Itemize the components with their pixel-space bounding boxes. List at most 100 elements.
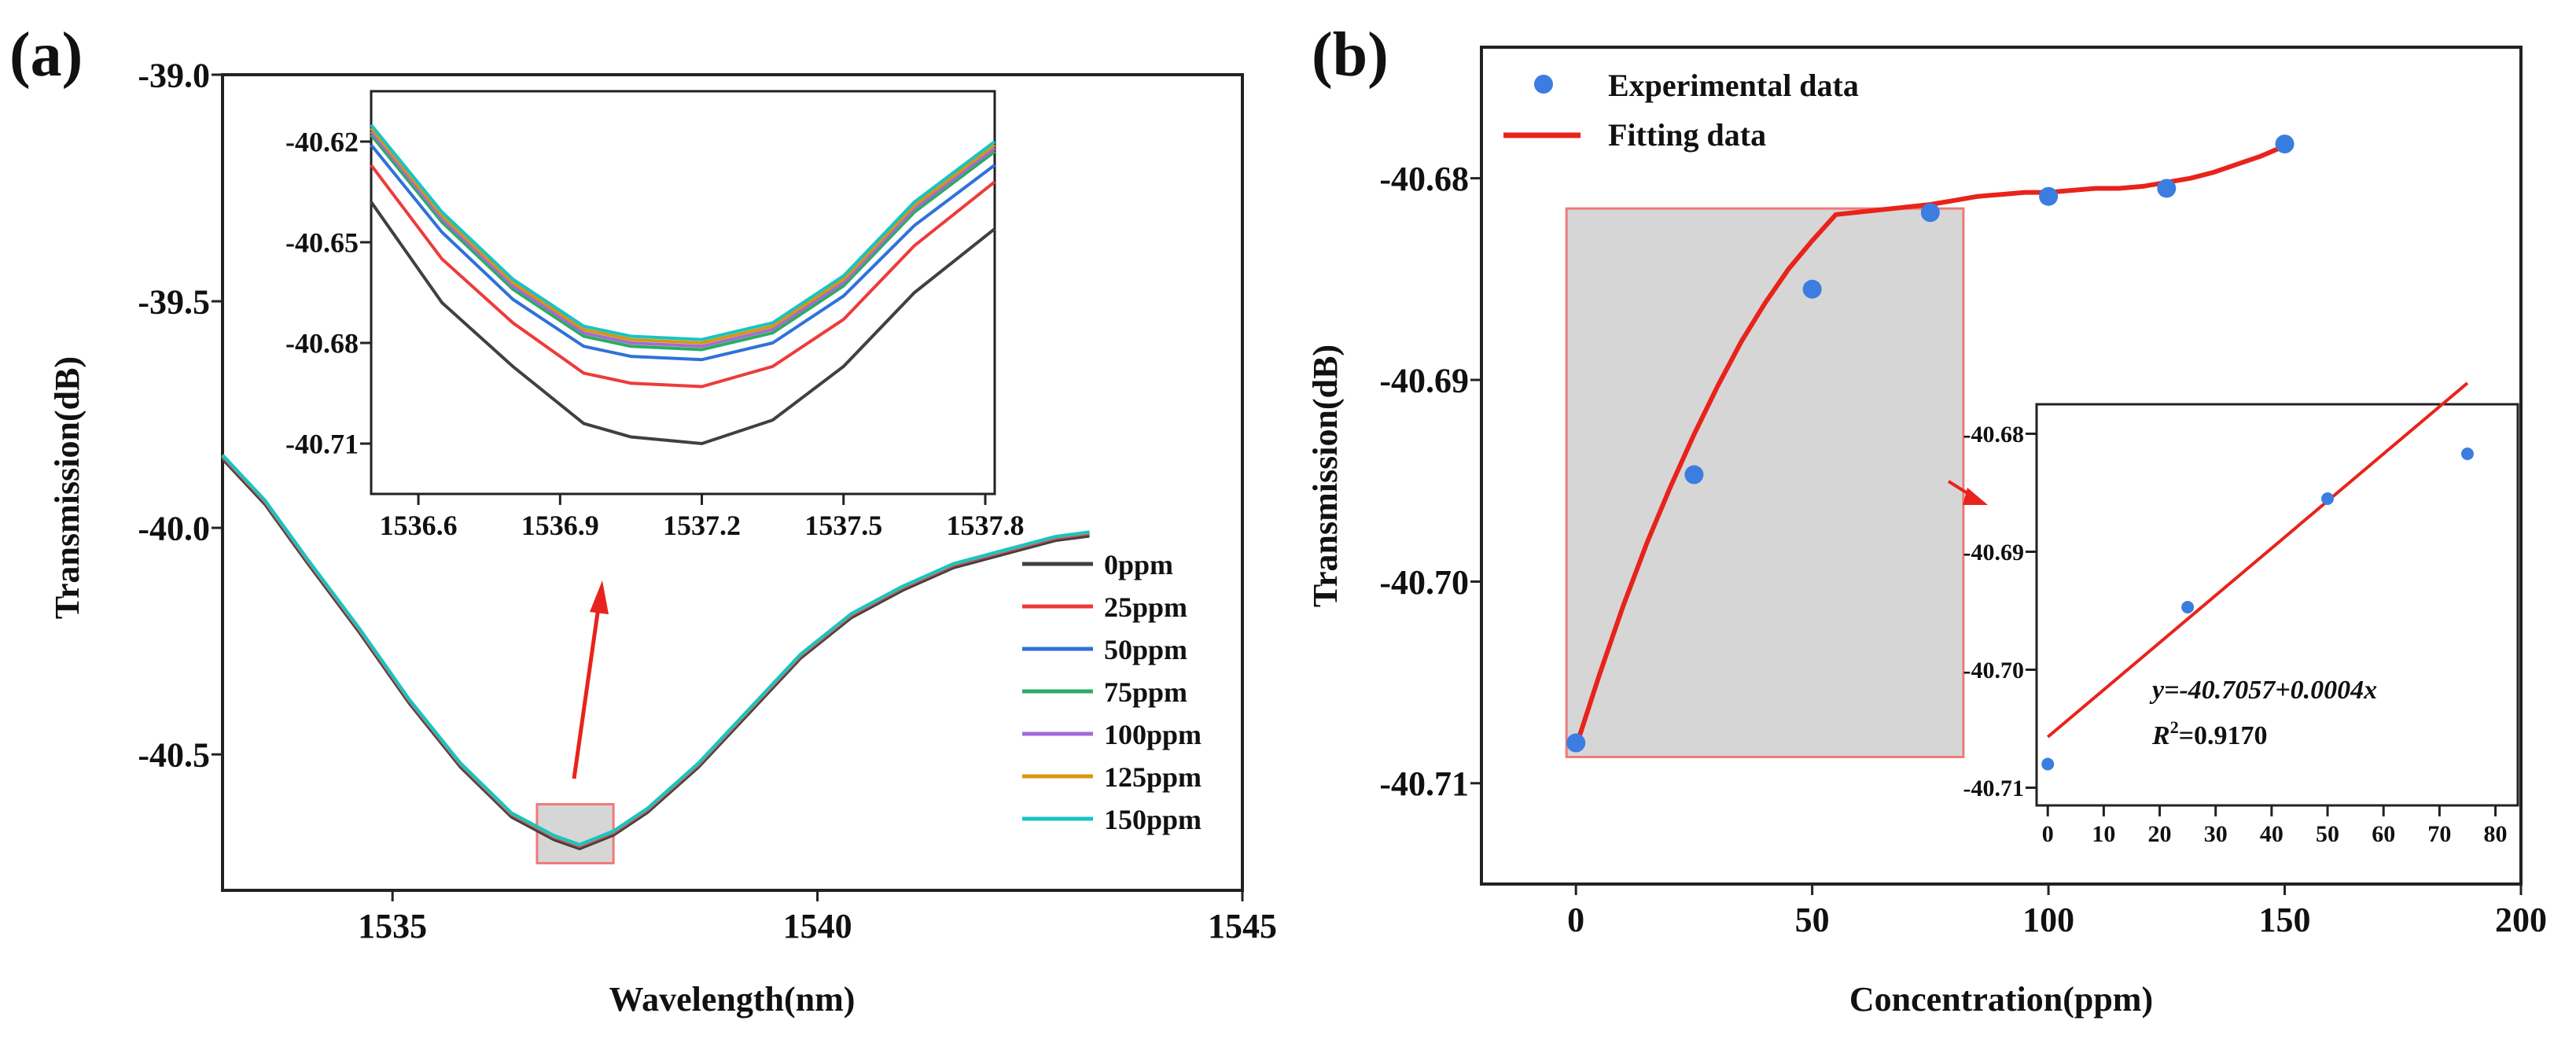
panel-a-ytick-label: -39.0 [138, 56, 210, 94]
experimental-point [1566, 733, 1586, 753]
panel-a-curves [221, 454, 1090, 851]
panel-b-xtick-label: 100 [2022, 901, 2074, 939]
panel-a: (a) -39.0 -39.5 -40.0 -40.5 1535 1540 1545 Tr… [9, 20, 1277, 1019]
panel-b-y-ticks: -40.68 -40.69 -40.70 -40.71 [1379, 160, 1481, 803]
panel-b-inset-xtick-label: 40 [2260, 821, 2283, 847]
panel-a-legend: 0ppm 25ppm 50ppm 75ppm 100ppm 125ppm 150ppm [1022, 549, 1202, 835]
panel-b-inset-y-ticks: -40.68 -40.69 -40.70 -40.71 [1963, 422, 2037, 801]
panel-b-inset-equation: y=-40.7057+0.0004x [2149, 676, 2377, 705]
panel-a-plot-frame [221, 73, 1244, 892]
inset-curve-50ppm [370, 144, 996, 362]
panel-b-ytick-label: -40.70 [1379, 563, 1469, 602]
panel-b-zoom-region [1565, 207, 1965, 758]
panel-b-inset-r2: R2=0.9170 [2151, 717, 2268, 750]
panel-b-zoom-arrowhead [1963, 488, 1988, 505]
legend-label-0ppm: 0ppm [1104, 549, 1173, 580]
panel-b-fit-curve [1573, 143, 2286, 748]
inset-experimental-point [2041, 757, 2055, 771]
inset-curve-100ppm [370, 130, 996, 348]
legend-experimental-label: Experimental data [1608, 68, 1859, 103]
panel-b-inset-xtick-label: 50 [2316, 821, 2339, 847]
panel-a-inset-frame [370, 90, 996, 496]
panel-a-x-axis-label: Wavelength(nm) [609, 980, 856, 1019]
panel-a-zoom-arrow [572, 601, 602, 779]
panel-b-plot-frame [1480, 46, 2523, 886]
inset-curve-75ppm [370, 134, 996, 352]
panel-b-ytick-label: -40.71 [1379, 765, 1469, 803]
panel-a-inset-xtick-label: 1536.9 [521, 510, 599, 541]
panel-b-inset-frame [2035, 403, 2519, 807]
panel-a-label: (a) [9, 20, 83, 90]
inset-curve-125ppm [370, 127, 996, 345]
panel-b-inset-ytick-label: -40.71 [1963, 776, 2025, 801]
panel-a-inset-x-ticks: 1536.6 1536.9 1537.2 1537.5 1537.8 [380, 494, 1024, 541]
panel-b-experimental-points [1566, 134, 2294, 753]
legend-experimental-marker [1534, 75, 1553, 94]
experimental-point [2039, 186, 2059, 206]
panel-b-inset-x-ticks: 0 10 20 30 40 50 60 70 80 [2042, 805, 2508, 847]
legend-label-50ppm: 50ppm [1104, 634, 1187, 665]
panel-a-inset-ytick-label: -40.65 [285, 227, 359, 259]
panel-b-inset-xtick-label: 60 [2372, 821, 2395, 847]
legend-label-125ppm: 125ppm [1104, 761, 1202, 793]
panel-a-inset-ytick-label: -40.68 [285, 328, 359, 359]
panel-b-x-axis-label: Concentration(ppm) [1849, 980, 2153, 1019]
legend-fitting-label: Fitting data [1608, 117, 1766, 153]
panel-b-inset-xtick-label: 30 [2204, 821, 2228, 847]
inset-curve-0ppm [370, 201, 996, 446]
experimental-point [2275, 134, 2294, 154]
panel-a-inset: -40.62-40.65-40.68-40.71 1536.6 1536.9 153… [285, 90, 1024, 541]
panel-b-x-ticks: 0 50 100 150 200 [1567, 884, 2547, 939]
legend-label-150ppm: 150ppm [1104, 804, 1202, 835]
panel-a-zoom-arrowhead [590, 580, 609, 614]
panel-a-xtick-label: 1545 [1208, 907, 1277, 945]
panel-a-ytick-label: -39.5 [138, 282, 210, 321]
panel-b-inset-xtick-label: 80 [2484, 821, 2508, 847]
curve-150ppm [221, 454, 1090, 846]
panel-a-inset-xtick-label: 1537.2 [663, 510, 741, 541]
inset-curve-150ppm [370, 123, 996, 341]
panel-b-xtick-label: 150 [2259, 901, 2311, 939]
panel-b-label: (b) [1312, 20, 1389, 90]
panel-b-inset-ytick-label: -40.68 [1963, 422, 2025, 448]
panel-a-inset-xtick-label: 1536.6 [380, 510, 458, 541]
panel-b-inset-xtick-label: 0 [2042, 821, 2054, 847]
panel-a-xtick-label: 1540 [783, 907, 852, 945]
panel-a-inset-xtick-label: 1537.8 [946, 510, 1024, 541]
panel-a-inset-curves [370, 123, 996, 446]
panel-b-inset-xtick-label: 70 [2427, 821, 2451, 847]
panel-b-xtick-label: 200 [2495, 901, 2547, 939]
panel-a-y-ticks: -39.0 -39.5 -40.0 -40.5 [138, 56, 223, 775]
panel-b-inset-points [2041, 448, 2474, 771]
inset-curve-25ppm [370, 164, 996, 389]
panel-b-inset-ytick-label: -40.70 [1963, 658, 2025, 683]
panel-a-ytick-label: -40.0 [138, 510, 210, 548]
panel-b-inset-xtick-label: 10 [2092, 821, 2115, 847]
panel-a-xtick-label: 1535 [358, 907, 427, 945]
experimental-point [1920, 203, 1940, 223]
panel-a-inset-ytick-label: -40.71 [285, 429, 359, 460]
inset-experimental-point [2460, 448, 2474, 460]
panel-b-y-axis-label: Transmission(dB) [1306, 344, 1345, 607]
panel-a-inset-ytick-label: -40.62 [285, 127, 359, 158]
experimental-point [1802, 279, 1822, 299]
experimental-point [2157, 179, 2177, 198]
panel-b: (b) -40.68-40.69-40.70-40.71 0 50 100 150 20… [1306, 20, 2547, 1019]
panel-a-y-axis-label: Transmission(dB) [48, 356, 86, 619]
panel-a-ytick-label: -40.5 [138, 736, 210, 775]
panel-b-xtick-label: 50 [1795, 901, 1830, 939]
inset-experimental-point [2181, 601, 2195, 613]
panel-b-ytick-label: -40.68 [1379, 160, 1469, 198]
legend-label-100ppm: 100ppm [1104, 719, 1202, 750]
panel-b-inset-xtick-label: 20 [2148, 821, 2172, 847]
panel-a-inset-y-ticks: -40.62 -40.65 -40.68 -40.71 [285, 127, 371, 460]
inset-experimental-point [2321, 492, 2335, 505]
panel-a-inset-xtick-label: 1537.5 [804, 510, 882, 541]
experimental-point [1684, 465, 1704, 484]
legend-label-25ppm: 25ppm [1104, 591, 1187, 623]
panel-b-inset-ytick-label: -40.69 [1963, 540, 2025, 566]
legend-label-75ppm: 75ppm [1104, 676, 1187, 708]
panel-b-inset: -40.68 -40.69 -40.70 -40.71 0 10 20 30 40 50 60 70… [1963, 381, 2519, 847]
panel-b-xtick-label: 0 [1567, 901, 1584, 939]
